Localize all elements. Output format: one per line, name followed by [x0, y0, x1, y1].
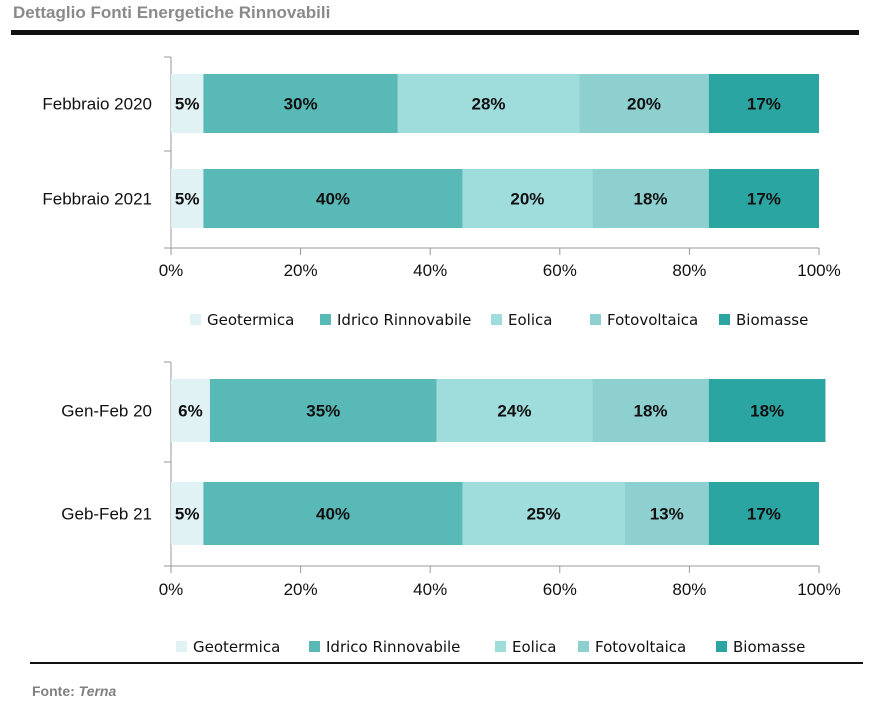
bar-segment	[579, 74, 709, 133]
legend-label: Fotovoltaica	[607, 311, 698, 329]
x-tick-label: 80%	[672, 580, 706, 599]
category-label: Gen-Feb 20	[61, 402, 152, 421]
legend-label: Eolica	[512, 638, 556, 656]
bar-segment	[203, 169, 463, 228]
data-label: 40%	[316, 505, 350, 524]
bar-segment	[203, 482, 463, 545]
x-tick-label: 20%	[284, 580, 318, 599]
data-label: 5%	[175, 505, 200, 524]
x-tick-label: 80%	[672, 261, 706, 280]
bar-segment	[397, 74, 580, 133]
bar-segment	[624, 482, 709, 545]
data-label: 18%	[634, 190, 668, 209]
bar-segment	[171, 74, 204, 133]
x-tick-label: 100%	[797, 261, 840, 280]
bar-segment	[171, 379, 210, 442]
x-tick-label: 0%	[159, 261, 184, 280]
x-tick-label: 60%	[543, 580, 577, 599]
data-label: 17%	[747, 505, 781, 524]
source-label: Fonte:	[32, 683, 75, 699]
data-label: 17%	[747, 95, 781, 114]
bar-segment	[171, 169, 204, 228]
legend-swatch	[491, 314, 502, 325]
bar-segment	[708, 379, 826, 442]
bar-segment	[209, 379, 437, 442]
legend-swatch	[578, 641, 589, 652]
legend-swatch	[716, 641, 727, 652]
data-label: 18%	[750, 402, 784, 421]
x-tick-label: 0%	[159, 580, 184, 599]
data-label: 5%	[175, 190, 200, 209]
legend-swatch	[590, 314, 601, 325]
data-label: 40%	[316, 190, 350, 209]
data-label: 35%	[306, 402, 340, 421]
data-label: 20%	[627, 95, 661, 114]
source-value: Terna	[78, 683, 117, 699]
legend-label: Geotermica	[207, 311, 294, 329]
data-label: 30%	[284, 95, 318, 114]
legend-label: Idrico Rinnovabile	[326, 638, 460, 656]
x-tick-label: 60%	[543, 261, 577, 280]
data-label: 6%	[178, 402, 203, 421]
data-label: 18%	[634, 402, 668, 421]
legend-label: Idrico Rinnovabile	[337, 311, 471, 329]
bar-segment	[592, 169, 709, 228]
legend-swatch	[495, 641, 506, 652]
bar-segment	[462, 482, 625, 545]
bar-segment	[171, 482, 204, 545]
legend-swatch	[190, 314, 201, 325]
x-tick-label: 20%	[284, 261, 318, 280]
category-label: Febbraio 2021	[42, 190, 152, 209]
legend-swatch	[320, 314, 331, 325]
page-title: Dettaglio Fonti Energetiche Rinnovabili	[13, 3, 331, 22]
legend-label: Eolica	[508, 311, 552, 329]
category-label: Geb-Feb 21	[61, 505, 152, 524]
legend-label: Geotermica	[193, 638, 280, 656]
data-label: 5%	[175, 95, 200, 114]
legend-swatch	[309, 641, 320, 652]
data-label: 13%	[650, 505, 684, 524]
legend-swatch	[176, 641, 187, 652]
category-label: Febbraio 2020	[42, 95, 152, 114]
title-divider	[11, 30, 859, 35]
data-label: 24%	[497, 402, 531, 421]
bar-segment	[592, 379, 709, 442]
x-tick-label: 40%	[413, 261, 447, 280]
bar-segment	[203, 74, 398, 133]
bar-segment	[708, 169, 819, 228]
bar-segment	[462, 169, 593, 228]
x-tick-label: 100%	[797, 580, 840, 599]
bar-segment	[708, 482, 819, 545]
legend-label: Biomasse	[736, 311, 808, 329]
footer-divider	[30, 662, 863, 664]
data-label: 17%	[747, 190, 781, 209]
bar-segment	[436, 379, 593, 442]
legend-label: Biomasse	[733, 638, 805, 656]
bar-segment	[708, 74, 819, 133]
data-label: 20%	[510, 190, 544, 209]
data-label: 28%	[472, 95, 506, 114]
x-tick-label: 40%	[413, 580, 447, 599]
legend-swatch	[719, 314, 730, 325]
legend-label: Fotovoltaica	[595, 638, 686, 656]
source-note: Fonte: Terna	[32, 683, 116, 699]
data-label: 25%	[527, 505, 561, 524]
